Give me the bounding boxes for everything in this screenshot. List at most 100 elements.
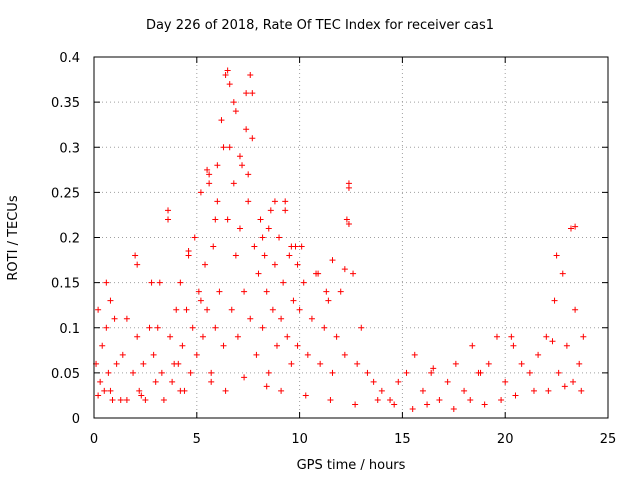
data-point bbox=[165, 207, 172, 214]
data-point bbox=[263, 383, 270, 390]
data-point bbox=[222, 387, 229, 394]
data-point bbox=[123, 396, 130, 403]
data-point bbox=[444, 378, 451, 385]
data-point bbox=[214, 198, 221, 205]
y-tick-label: 0.25 bbox=[51, 186, 80, 201]
y-axis-label: ROTI / TECUs bbox=[6, 195, 21, 281]
data-point bbox=[350, 270, 357, 277]
data-point bbox=[518, 360, 525, 367]
data-point bbox=[171, 360, 178, 367]
data-point bbox=[352, 401, 359, 408]
data-point bbox=[259, 324, 266, 331]
data-point bbox=[247, 315, 254, 322]
data-point bbox=[197, 297, 204, 304]
data-point bbox=[271, 261, 278, 268]
data-point bbox=[103, 324, 110, 331]
data-point bbox=[142, 396, 149, 403]
data-point bbox=[578, 387, 585, 394]
data-point bbox=[551, 297, 558, 304]
data-point bbox=[358, 324, 365, 331]
data-point bbox=[452, 360, 459, 367]
data-point bbox=[430, 365, 437, 372]
data-point bbox=[450, 405, 457, 412]
y-tick-label: 0.35 bbox=[51, 96, 80, 111]
data-point bbox=[315, 270, 322, 277]
data-point bbox=[226, 81, 233, 88]
data-point bbox=[294, 261, 301, 268]
data-point bbox=[189, 324, 196, 331]
data-point bbox=[241, 288, 248, 295]
data-point bbox=[329, 369, 336, 376]
data-point bbox=[220, 342, 227, 349]
x-tick-label: 5 bbox=[193, 432, 201, 447]
data-point bbox=[559, 270, 566, 277]
data-point bbox=[224, 216, 231, 223]
data-point bbox=[208, 378, 215, 385]
data-point bbox=[113, 360, 120, 367]
data-point bbox=[247, 72, 254, 79]
data-point bbox=[253, 351, 260, 358]
data-point bbox=[234, 333, 241, 340]
data-point bbox=[101, 387, 108, 394]
data-point bbox=[265, 369, 272, 376]
y-tick-label: 0 bbox=[72, 412, 80, 427]
data-point bbox=[99, 342, 106, 349]
data-point bbox=[195, 288, 202, 295]
data-point bbox=[156, 279, 163, 286]
data-point bbox=[204, 166, 211, 173]
data-point bbox=[197, 189, 204, 196]
data-point bbox=[327, 396, 334, 403]
data-point bbox=[185, 248, 192, 255]
data-point bbox=[526, 369, 533, 376]
data-point bbox=[138, 392, 145, 399]
data-point bbox=[409, 405, 416, 412]
data-point bbox=[232, 252, 239, 259]
data-point bbox=[152, 378, 159, 385]
data-point bbox=[226, 144, 233, 151]
data-point bbox=[130, 369, 137, 376]
data-point bbox=[117, 396, 124, 403]
x-tick-label: 25 bbox=[600, 432, 617, 447]
x-axis-label: GPS time / hours bbox=[296, 458, 406, 473]
data-point bbox=[475, 369, 482, 376]
data-point bbox=[280, 279, 287, 286]
data-point bbox=[183, 306, 190, 313]
data-point bbox=[210, 243, 217, 250]
data-point bbox=[549, 338, 556, 345]
data-point bbox=[561, 383, 568, 390]
data-point bbox=[236, 153, 243, 160]
data-point bbox=[265, 225, 272, 232]
data-point bbox=[267, 207, 274, 214]
y-tick-label: 0.05 bbox=[51, 367, 80, 382]
data-point bbox=[374, 396, 381, 403]
data-point bbox=[251, 243, 258, 250]
data-point bbox=[282, 207, 289, 214]
data-point bbox=[140, 360, 147, 367]
x-tick-label: 20 bbox=[497, 432, 514, 447]
data-point bbox=[132, 252, 139, 259]
data-point bbox=[224, 67, 231, 74]
data-point bbox=[239, 162, 246, 169]
data-point bbox=[543, 333, 550, 340]
data-point bbox=[249, 90, 256, 97]
data-point bbox=[411, 351, 418, 358]
data-point bbox=[572, 223, 579, 230]
data-point bbox=[150, 351, 157, 358]
data-point bbox=[580, 333, 587, 340]
data-point bbox=[269, 306, 276, 313]
data-point bbox=[208, 369, 215, 376]
data-point bbox=[391, 401, 398, 408]
data-point bbox=[230, 180, 237, 187]
data-point bbox=[228, 306, 235, 313]
data-point bbox=[329, 257, 336, 264]
data-point bbox=[212, 216, 219, 223]
data-point bbox=[255, 270, 262, 277]
data-point bbox=[222, 72, 229, 79]
data-point bbox=[308, 315, 315, 322]
data-point bbox=[461, 387, 468, 394]
data-point bbox=[245, 171, 252, 178]
data-point bbox=[403, 369, 410, 376]
data-point bbox=[177, 387, 184, 394]
data-point bbox=[278, 387, 285, 394]
data-point bbox=[485, 360, 492, 367]
